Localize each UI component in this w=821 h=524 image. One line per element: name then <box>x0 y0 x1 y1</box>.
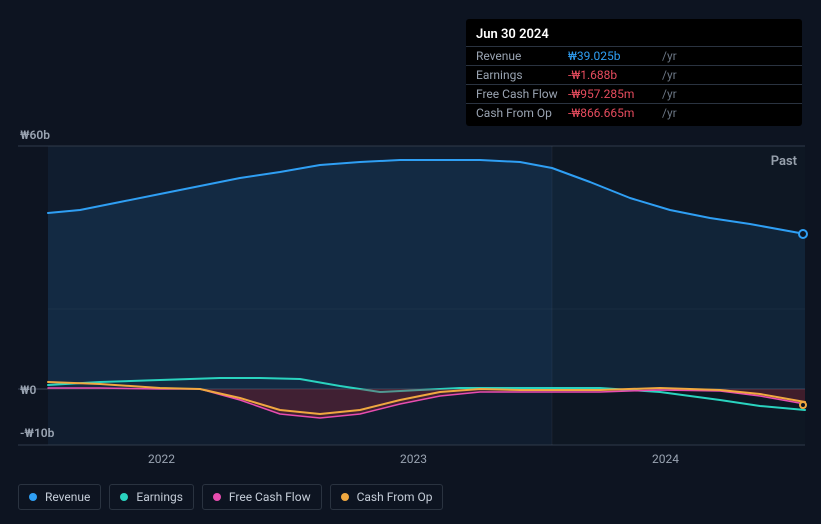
legend-dot <box>341 493 349 501</box>
x-axis-tick: 2023 <box>400 452 427 466</box>
revenue-chart <box>0 0 821 480</box>
legend-item[interactable]: Free Cash Flow <box>202 484 322 510</box>
legend-label: Free Cash Flow <box>229 490 311 504</box>
legend-dot <box>120 493 128 501</box>
legend-label: Cash From Op <box>357 490 433 504</box>
legend-item[interactable]: Revenue <box>18 484 101 510</box>
y-axis-tick: -₩10b <box>20 426 54 440</box>
legend-dot <box>29 493 37 501</box>
legend-item[interactable]: Cash From Op <box>330 484 444 510</box>
legend-dot <box>213 493 221 501</box>
legend-item[interactable]: Earnings <box>109 484 194 510</box>
y-axis-tick: ₩0 <box>20 383 36 397</box>
x-axis-tick: 2022 <box>148 452 175 466</box>
chart-legend: Revenue Earnings Free Cash Flow Cash From O… <box>18 484 443 510</box>
y-axis-tick: ₩60b <box>20 128 50 142</box>
x-axis-tick: 2024 <box>652 452 679 466</box>
legend-label: Revenue <box>45 490 90 504</box>
legend-label: Earnings <box>136 490 183 504</box>
